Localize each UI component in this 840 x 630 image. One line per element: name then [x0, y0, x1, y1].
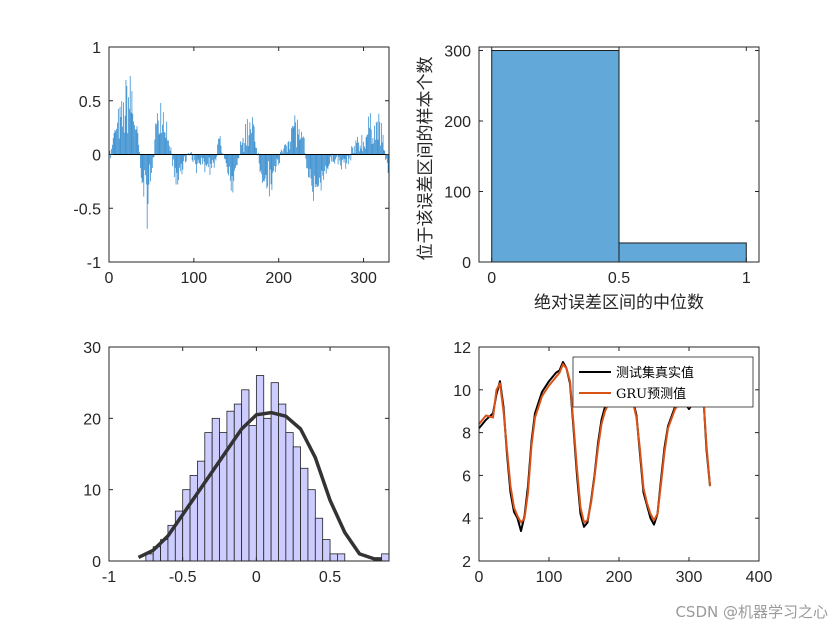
y-tick-label: 100 [444, 185, 471, 202]
legend-entry: GRU预测值 [616, 386, 686, 402]
x-tick-label: -0.5 [169, 569, 197, 586]
x-axis-label: 绝对误差区间的中位数 [534, 293, 704, 313]
hist-bar [278, 403, 287, 562]
x-tick-label: 0.5 [319, 569, 341, 586]
legend-box [572, 356, 754, 408]
y-tick-label: 10 [453, 383, 471, 400]
y-tick-label: 10 [83, 483, 101, 500]
axis-ticks: 0 100 200 300 400 2 4 6 8 10 12 [453, 340, 772, 586]
prediction-lines [478, 361, 711, 532]
hist-bar [307, 489, 316, 562]
axis-ticks: 0 0.5 1 0 100 200 300 [444, 44, 759, 287]
x-tick-label: -1 [102, 569, 116, 586]
error-hist-bars [145, 375, 390, 562]
hist-bar [197, 460, 206, 562]
axis-ticks: 0 100 200 300 -1 -0.5 0 0.5 1 [73, 40, 389, 287]
x-tick-label: 100 [536, 569, 563, 586]
y-tick-label: 1 [92, 40, 101, 57]
error-stem-panel: 0 100 200 300 -1 -0.5 0 0.5 1 [73, 40, 390, 287]
y-tick-label: 30 [83, 340, 101, 357]
hist-bar [270, 382, 279, 562]
x-tick-label: 0.5 [608, 270, 630, 287]
hist-bar [381, 553, 390, 562]
abs-error-hist-panel: 0 0.5 1 0 100 200 300 绝对误差区间的中位数 位于该误差区间的样本个数 [416, 44, 760, 313]
x-tick-label: 100 [180, 270, 207, 287]
y-tick-label: 6 [462, 468, 471, 485]
series-line-1 [478, 363, 711, 524]
y-tick-label: 0 [92, 554, 101, 571]
legend-entry: 测试集真实值 [616, 365, 694, 381]
hist-bar [211, 417, 220, 562]
y-tick-label: 300 [444, 44, 471, 61]
y-tick-label: 0 [92, 148, 101, 165]
y-axis-label: 位于该误差区间的样本个数 [416, 57, 436, 261]
y-tick-label: -1 [87, 255, 101, 272]
y-tick-label: 4 [462, 511, 471, 528]
hist-bar [300, 467, 309, 562]
hist-bar [248, 425, 257, 562]
x-tick-label: 0 [487, 270, 496, 287]
x-tick-label: 200 [606, 569, 633, 586]
y-tick-label: 200 [444, 114, 471, 131]
hist-bar [255, 375, 265, 562]
x-tick-label: 0 [475, 569, 484, 586]
hist-bar [204, 432, 213, 562]
hist-bar [314, 517, 324, 562]
x-tick-label: 0 [252, 569, 261, 586]
x-tick-label: 300 [676, 569, 703, 586]
x-tick-label: 200 [265, 270, 292, 287]
legend: 测试集真实值 GRU预测值 [572, 356, 754, 408]
y-tick-label: 0 [462, 255, 471, 272]
x-tick-label: 300 [350, 270, 377, 287]
x-tick-label: 1 [742, 270, 751, 287]
hist-bar [285, 432, 294, 562]
hist-bar [263, 417, 272, 562]
y-tick-label: 20 [83, 411, 101, 428]
error-hist-fit-panel: -1 -0.5 0 0.5 0 10 20 30 [83, 340, 390, 586]
x-tick-label: 0 [105, 270, 114, 287]
y-tick-label: 2 [462, 554, 471, 571]
watermark: CSDN @机器学习之心 [675, 603, 828, 621]
hist-bar [337, 553, 346, 562]
hist-bar [322, 539, 331, 562]
y-tick-label: -0.5 [73, 201, 101, 218]
y-tick-label: 12 [453, 340, 471, 357]
y-tick-label: 8 [462, 426, 471, 443]
y-tick-label: 0.5 [79, 94, 101, 111]
hist-bar [292, 446, 301, 562]
error-stem-bars [109, 76, 390, 229]
axis-ticks: -1 -0.5 0 0.5 0 10 20 30 [83, 340, 389, 586]
hist-bar [241, 389, 250, 562]
x-tick-label: 400 [746, 569, 773, 586]
hist-bar [182, 489, 191, 562]
prediction-panel: 0 100 200 300 400 2 4 6 8 10 12 测试集真实值 GRU预测值 [453, 340, 772, 586]
hist-bar [226, 410, 235, 562]
hist-bar [329, 553, 338, 562]
hist-bar [189, 474, 198, 562]
hist-bar-0.5-1 [618, 242, 747, 263]
hist-bar-0-0.5 [491, 50, 620, 263]
axes-box [108, 346, 390, 562]
abs-error-bars [491, 50, 747, 263]
fit-curve [137, 410, 382, 561]
